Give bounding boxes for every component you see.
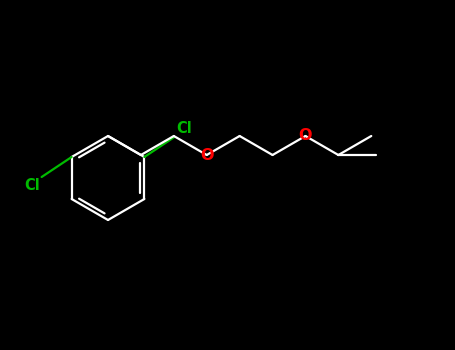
Text: O: O	[298, 128, 312, 143]
Text: Cl: Cl	[177, 121, 192, 136]
Text: Cl: Cl	[24, 178, 40, 193]
Text: O: O	[200, 147, 213, 162]
